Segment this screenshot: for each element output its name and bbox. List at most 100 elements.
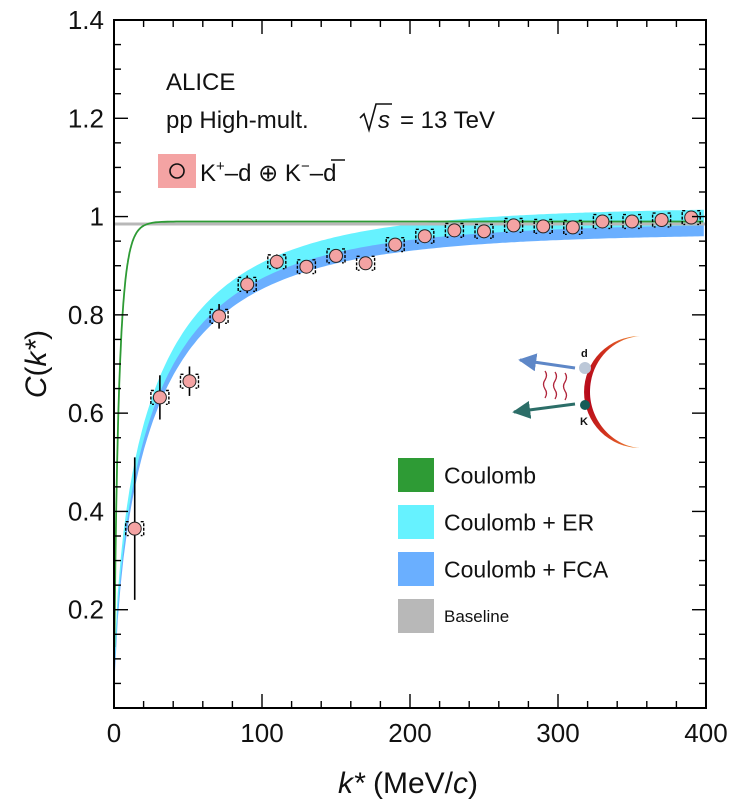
data-marker bbox=[565, 220, 580, 235]
data-marker bbox=[388, 237, 403, 252]
er-band bbox=[114, 209, 704, 667]
data-marker bbox=[127, 521, 142, 536]
data-point bbox=[209, 304, 229, 329]
data-point bbox=[563, 219, 583, 235]
data-marker bbox=[595, 214, 610, 229]
legend-item-er: Coulomb + ER bbox=[398, 505, 594, 539]
data-marker bbox=[506, 218, 521, 233]
data-marker bbox=[684, 210, 699, 225]
y-tick-label: 0.8 bbox=[68, 300, 104, 330]
syst-error-bracket bbox=[592, 213, 613, 230]
data-point bbox=[651, 212, 672, 228]
legend-label-fca: Coulomb + FCA bbox=[444, 556, 609, 582]
legend-swatch-baseline bbox=[398, 599, 434, 633]
data-marker bbox=[269, 254, 284, 269]
y-tick-label: 0.2 bbox=[68, 595, 104, 625]
deuteron-label: d bbox=[581, 348, 588, 360]
syst-error-bracket bbox=[444, 222, 465, 238]
syst-error-bracket bbox=[681, 209, 701, 226]
data-marker bbox=[299, 259, 314, 274]
data-point bbox=[355, 255, 376, 271]
kaon-arrow-icon bbox=[512, 400, 576, 419]
data-marker bbox=[417, 229, 432, 244]
data-marker bbox=[654, 213, 669, 228]
data-point bbox=[296, 259, 317, 275]
data-marker bbox=[212, 309, 227, 324]
y-axis-title: C(k*) bbox=[20, 330, 53, 398]
syst-error-bracket bbox=[622, 213, 642, 230]
data-point bbox=[592, 213, 613, 230]
syst-error-bracket bbox=[209, 308, 229, 324]
data-marker bbox=[536, 219, 551, 234]
x-tick-label: 300 bbox=[536, 718, 579, 748]
experiment-label: ALICE bbox=[166, 69, 235, 96]
system-label: pp High-mult. bbox=[166, 107, 309, 134]
syst-error-bracket bbox=[296, 259, 317, 275]
deuteron-arrow-icon bbox=[518, 353, 576, 372]
data-point bbox=[326, 248, 346, 264]
data-legend-label: K+–d ⊕ K−–d bbox=[200, 158, 336, 187]
x-tick-label: 400 bbox=[684, 718, 727, 748]
y-tick-label: 1.4 bbox=[68, 5, 104, 35]
x-tick-label: 200 bbox=[388, 718, 431, 748]
data-point bbox=[237, 275, 257, 294]
x-axis-title: k* (MeV/c) bbox=[338, 767, 478, 800]
legend-label-er: Coulomb + ER bbox=[444, 509, 594, 535]
sqrt-symbol bbox=[359, 103, 392, 133]
legend-swatch-er bbox=[398, 505, 434, 539]
syst-error-bracket bbox=[385, 236, 405, 253]
syst-error-bracket bbox=[355, 255, 376, 271]
deuteron-dot bbox=[579, 362, 591, 374]
syst-error-bracket bbox=[125, 521, 145, 537]
energy-label: s = 13 TeV bbox=[359, 103, 495, 134]
syst-error-bracket bbox=[237, 276, 257, 293]
coulomb-curve bbox=[114, 220, 704, 648]
data-point bbox=[503, 217, 524, 234]
data-point bbox=[267, 254, 287, 270]
energy-value: = 13 TeV bbox=[400, 107, 495, 134]
syst-error-bracket bbox=[179, 373, 200, 389]
data-point bbox=[179, 366, 200, 396]
legend-item-coulomb: Coulomb bbox=[398, 458, 536, 492]
fireball-shape bbox=[584, 336, 640, 448]
x-tick-label: 0 bbox=[107, 718, 121, 748]
syst-error-bracket bbox=[474, 223, 494, 239]
y-tick-label: 0.4 bbox=[68, 496, 104, 526]
data-legend-swatch bbox=[158, 154, 196, 188]
legend-item-baseline: Baseline bbox=[398, 599, 509, 633]
data-point bbox=[444, 222, 465, 238]
data-legend-marker bbox=[169, 163, 185, 179]
kaon-dot bbox=[580, 400, 590, 410]
syst-error-bracket bbox=[267, 254, 287, 270]
data-point bbox=[385, 236, 405, 253]
data-marker bbox=[447, 223, 462, 238]
syst-error-bracket bbox=[503, 217, 524, 234]
data-point bbox=[622, 213, 642, 230]
data-point bbox=[150, 375, 170, 420]
data-point bbox=[474, 223, 494, 239]
energy-symbol: s bbox=[378, 107, 390, 134]
kaon-label: K bbox=[580, 416, 588, 428]
data-marker bbox=[625, 214, 639, 229]
syst-error-bracket bbox=[326, 248, 346, 264]
data-point bbox=[415, 228, 435, 244]
inset-illustration: d K bbox=[512, 336, 640, 448]
legend-label-baseline: Baseline bbox=[444, 607, 509, 626]
legend-item-fca: Coulomb + FCA bbox=[398, 552, 609, 586]
data-marker bbox=[358, 256, 373, 271]
data-point bbox=[533, 218, 553, 235]
y-tick-label: 1 bbox=[90, 202, 104, 232]
y-tick-label: 1.2 bbox=[68, 103, 104, 133]
interaction-wave-icon bbox=[542, 370, 568, 401]
data-point bbox=[125, 457, 145, 600]
data-marker bbox=[329, 248, 343, 263]
data-points bbox=[125, 209, 701, 600]
legend-swatch-coulomb bbox=[398, 458, 434, 492]
legend-swatch-fca bbox=[398, 552, 434, 586]
data-marker bbox=[240, 277, 255, 292]
syst-error-bracket bbox=[651, 212, 672, 228]
y-tick-label: 0.6 bbox=[68, 398, 104, 428]
model-legend: Coulomb Coulomb + ER Coulomb + FCA Baseline bbox=[398, 458, 609, 633]
data-marker bbox=[152, 390, 167, 405]
